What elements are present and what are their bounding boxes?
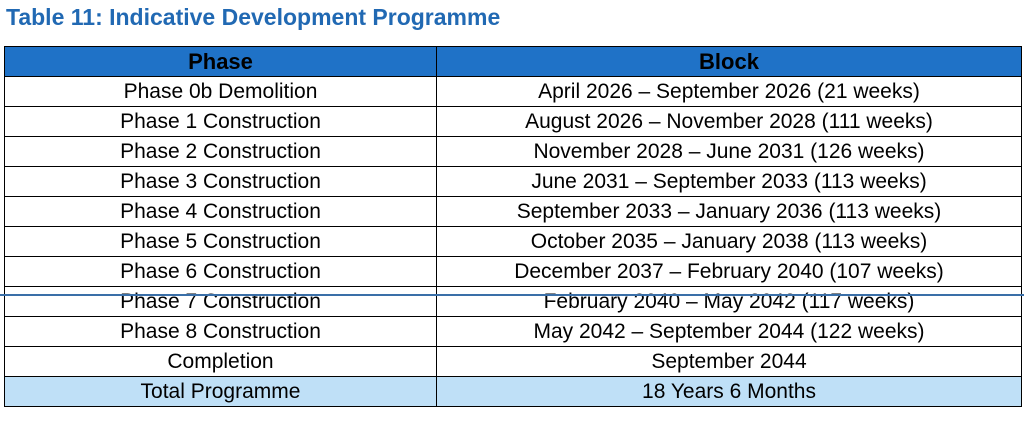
phase-cell: Completion: [4, 346, 437, 377]
table-title: Table 11: Indicative Development Program…: [6, 4, 501, 30]
total-row: Total Programme 18 Years 6 Months: [4, 376, 1022, 407]
phase-cell: Phase 2 Construction: [4, 136, 437, 167]
phase-cell: Phase 7 Construction: [4, 286, 437, 317]
development-programme-table: Phase Block Phase 0b Demolition April 20…: [4, 46, 1022, 407]
block-cell: November 2028 – June 2031 (126 weeks): [436, 136, 1022, 167]
table-row: Phase 8 Construction May 2042 – Septembe…: [4, 316, 1022, 347]
total-value-cell: 18 Years 6 Months: [436, 376, 1022, 407]
block-cell: June 2031 – September 2033 (113 weeks): [436, 166, 1022, 197]
table-row: Completion September 2044: [4, 346, 1022, 377]
block-cell: February 2040 – May 2042 (117 weeks): [436, 286, 1022, 317]
table-row: Phase 5 Construction October 2035 – Janu…: [4, 226, 1022, 257]
phase-cell: Phase 3 Construction: [4, 166, 437, 197]
total-label-cell: Total Programme: [4, 376, 437, 407]
block-cell: September 2044: [436, 346, 1022, 377]
block-cell: October 2035 – January 2038 (113 weeks): [436, 226, 1022, 257]
table-row: Phase 4 Construction September 2033 – Ja…: [4, 196, 1022, 227]
horizontal-divider: [0, 294, 1024, 296]
block-cell: August 2026 – November 2028 (111 weeks): [436, 106, 1022, 137]
phase-cell: Phase 5 Construction: [4, 226, 437, 257]
table-row: Phase 6 Construction December 2037 – Feb…: [4, 256, 1022, 287]
block-column-header: Block: [436, 46, 1022, 77]
block-cell: May 2042 – September 2044 (122 weeks): [436, 316, 1022, 347]
table-row: Phase 7 Construction February 2040 – May…: [4, 286, 1022, 317]
block-cell: April 2026 – September 2026 (21 weeks): [436, 76, 1022, 107]
table-row: Phase 2 Construction November 2028 – Jun…: [4, 136, 1022, 167]
table-row: Phase 0b Demolition April 2026 – Septemb…: [4, 76, 1022, 107]
phase-cell: Phase 8 Construction: [4, 316, 437, 347]
phase-column-header: Phase: [4, 46, 437, 77]
block-cell: December 2037 – February 2040 (107 weeks…: [436, 256, 1022, 287]
table-header-row: Phase Block: [4, 46, 1022, 77]
table-row: Phase 1 Construction August 2026 – Novem…: [4, 106, 1022, 137]
phase-cell: Phase 4 Construction: [4, 196, 437, 227]
phase-cell: Phase 0b Demolition: [4, 76, 437, 107]
table-row: Phase 3 Construction June 2031 – Septemb…: [4, 166, 1022, 197]
phase-cell: Phase 6 Construction: [4, 256, 437, 287]
phase-cell: Phase 1 Construction: [4, 106, 437, 137]
block-cell: September 2033 – January 2036 (113 weeks…: [436, 196, 1022, 227]
